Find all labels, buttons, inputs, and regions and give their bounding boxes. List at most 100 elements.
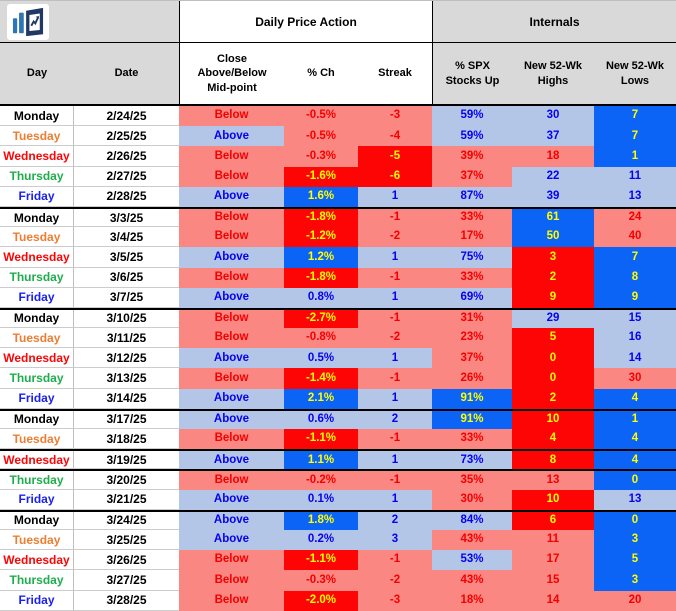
streak-cell[interactable]: -2 (358, 570, 432, 591)
pct-change-cell[interactable]: -0.3% (284, 146, 358, 167)
date-cell[interactable]: 3/5/25 (74, 247, 179, 268)
spx-up-cell[interactable]: 69% (432, 287, 512, 308)
pct-change-cell[interactable]: -1.1% (284, 429, 358, 450)
close-cell[interactable]: Below (179, 267, 284, 288)
date-cell[interactable]: 2/25/25 (74, 126, 179, 147)
spx-up-cell[interactable]: 84% (432, 511, 512, 530)
close-cell[interactable]: Below (179, 106, 284, 127)
spx-up-cell[interactable]: 33% (432, 267, 512, 288)
day-cell[interactable]: Wednesday (0, 451, 74, 470)
streak-cell[interactable]: -2 (358, 227, 432, 248)
date-cell[interactable]: 3/18/25 (74, 429, 179, 450)
new-lows-cell[interactable]: 11 (594, 166, 676, 187)
new-highs-cell[interactable]: 50 (512, 227, 594, 248)
spx-up-cell[interactable]: 23% (432, 328, 512, 349)
new-highs-cell[interactable]: 61 (512, 208, 594, 228)
date-cell[interactable]: 2/28/25 (74, 186, 179, 207)
close-cell[interactable]: Below (179, 328, 284, 349)
streak-cell[interactable]: 1 (358, 388, 432, 409)
new-lows-cell[interactable]: 7 (594, 106, 676, 127)
new-lows-cell[interactable]: 3 (594, 570, 676, 591)
streak-cell[interactable]: -1 (358, 368, 432, 389)
new-lows-cell[interactable]: 9 (594, 287, 676, 308)
new-highs-cell[interactable]: 0 (512, 368, 594, 389)
pct-change-cell[interactable]: 0.1% (284, 489, 358, 510)
spx-up-cell[interactable]: 33% (432, 429, 512, 450)
close-cell[interactable]: Above (179, 126, 284, 147)
spx-up-cell[interactable]: 35% (432, 471, 512, 490)
spx-up-cell[interactable]: 73% (432, 451, 512, 470)
day-cell[interactable]: Tuesday (0, 328, 74, 349)
new-highs-cell[interactable]: 18 (512, 146, 594, 167)
close-cell[interactable]: Above (179, 348, 284, 369)
pct-change-cell[interactable]: -1.4% (284, 368, 358, 389)
date-cell[interactable]: 3/6/25 (74, 267, 179, 288)
pct-change-cell[interactable]: 0.6% (284, 410, 358, 429)
streak-cell[interactable]: 1 (358, 287, 432, 308)
close-cell[interactable]: Above (179, 287, 284, 308)
new-lows-cell[interactable]: 8 (594, 267, 676, 288)
close-cell[interactable]: Below (179, 590, 284, 611)
day-cell[interactable]: Friday (0, 489, 74, 510)
streak-cell[interactable]: -2 (358, 328, 432, 349)
day-cell[interactable]: Monday (0, 106, 74, 127)
new-highs-cell[interactable]: 15 (512, 570, 594, 591)
new-lows-cell[interactable]: 4 (594, 388, 676, 409)
pct-change-cell[interactable]: -0.3% (284, 570, 358, 591)
close-cell[interactable]: Below (179, 429, 284, 450)
spx-up-cell[interactable]: 33% (432, 208, 512, 228)
new-lows-cell[interactable]: 20 (594, 590, 676, 611)
date-cell[interactable]: 2/26/25 (74, 146, 179, 167)
pct-change-cell[interactable]: -1.8% (284, 208, 358, 228)
streak-cell[interactable]: 1 (358, 451, 432, 470)
close-cell[interactable]: Above (179, 388, 284, 409)
date-cell[interactable]: 3/27/25 (74, 570, 179, 591)
close-cell[interactable]: Above (179, 529, 284, 551)
new-lows-cell[interactable]: 16 (594, 328, 676, 349)
date-cell[interactable]: 3/7/25 (74, 287, 179, 308)
day-cell[interactable]: Wednesday (0, 550, 74, 571)
new-lows-cell[interactable]: 0 (594, 471, 676, 490)
new-lows-cell[interactable]: 7 (594, 247, 676, 268)
streak-cell[interactable]: 1 (358, 348, 432, 369)
new-highs-cell[interactable]: 13 (512, 471, 594, 490)
spx-up-cell[interactable]: 37% (432, 166, 512, 187)
date-cell[interactable]: 3/12/25 (74, 348, 179, 369)
day-cell[interactable]: Monday (0, 208, 74, 228)
date-cell[interactable]: 3/24/25 (74, 511, 179, 530)
new-highs-cell[interactable]: 10 (512, 410, 594, 429)
date-cell[interactable]: 3/10/25 (74, 309, 179, 329)
spx-up-cell[interactable]: 59% (432, 106, 512, 127)
close-cell[interactable]: Above (179, 511, 284, 530)
day-cell[interactable]: Friday (0, 590, 74, 611)
spx-up-cell[interactable]: 59% (432, 126, 512, 147)
pct-change-cell[interactable]: -0.2% (284, 471, 358, 490)
streak-cell[interactable]: -6 (358, 166, 432, 187)
close-cell[interactable]: Below (179, 368, 284, 389)
streak-cell[interactable]: -3 (358, 590, 432, 611)
day-cell[interactable]: Monday (0, 410, 74, 429)
spx-up-cell[interactable]: 43% (432, 529, 512, 551)
new-lows-cell[interactable]: 5 (594, 550, 676, 571)
day-cell[interactable]: Wednesday (0, 146, 74, 167)
close-cell[interactable]: Below (179, 166, 284, 187)
pct-change-cell[interactable]: -1.2% (284, 227, 358, 248)
streak-cell[interactable]: -3 (358, 106, 432, 127)
date-cell[interactable]: 3/26/25 (74, 550, 179, 571)
pct-change-cell[interactable]: -0.8% (284, 328, 358, 349)
close-cell[interactable]: Above (179, 410, 284, 429)
close-cell[interactable]: Below (179, 550, 284, 571)
pct-change-cell[interactable]: 0.5% (284, 348, 358, 369)
pct-change-cell[interactable]: 0.8% (284, 287, 358, 308)
new-highs-cell[interactable]: 5 (512, 328, 594, 349)
spx-up-cell[interactable]: 17% (432, 227, 512, 248)
pct-change-cell[interactable]: 1.8% (284, 511, 358, 530)
new-lows-cell[interactable]: 3 (594, 529, 676, 551)
new-lows-cell[interactable]: 4 (594, 451, 676, 470)
new-lows-cell[interactable]: 1 (594, 146, 676, 167)
date-cell[interactable]: 3/17/25 (74, 410, 179, 429)
pct-change-cell[interactable]: 0.2% (284, 529, 358, 551)
close-cell[interactable]: Above (179, 451, 284, 470)
close-cell[interactable]: Above (179, 247, 284, 268)
streak-cell[interactable]: -1 (358, 309, 432, 329)
